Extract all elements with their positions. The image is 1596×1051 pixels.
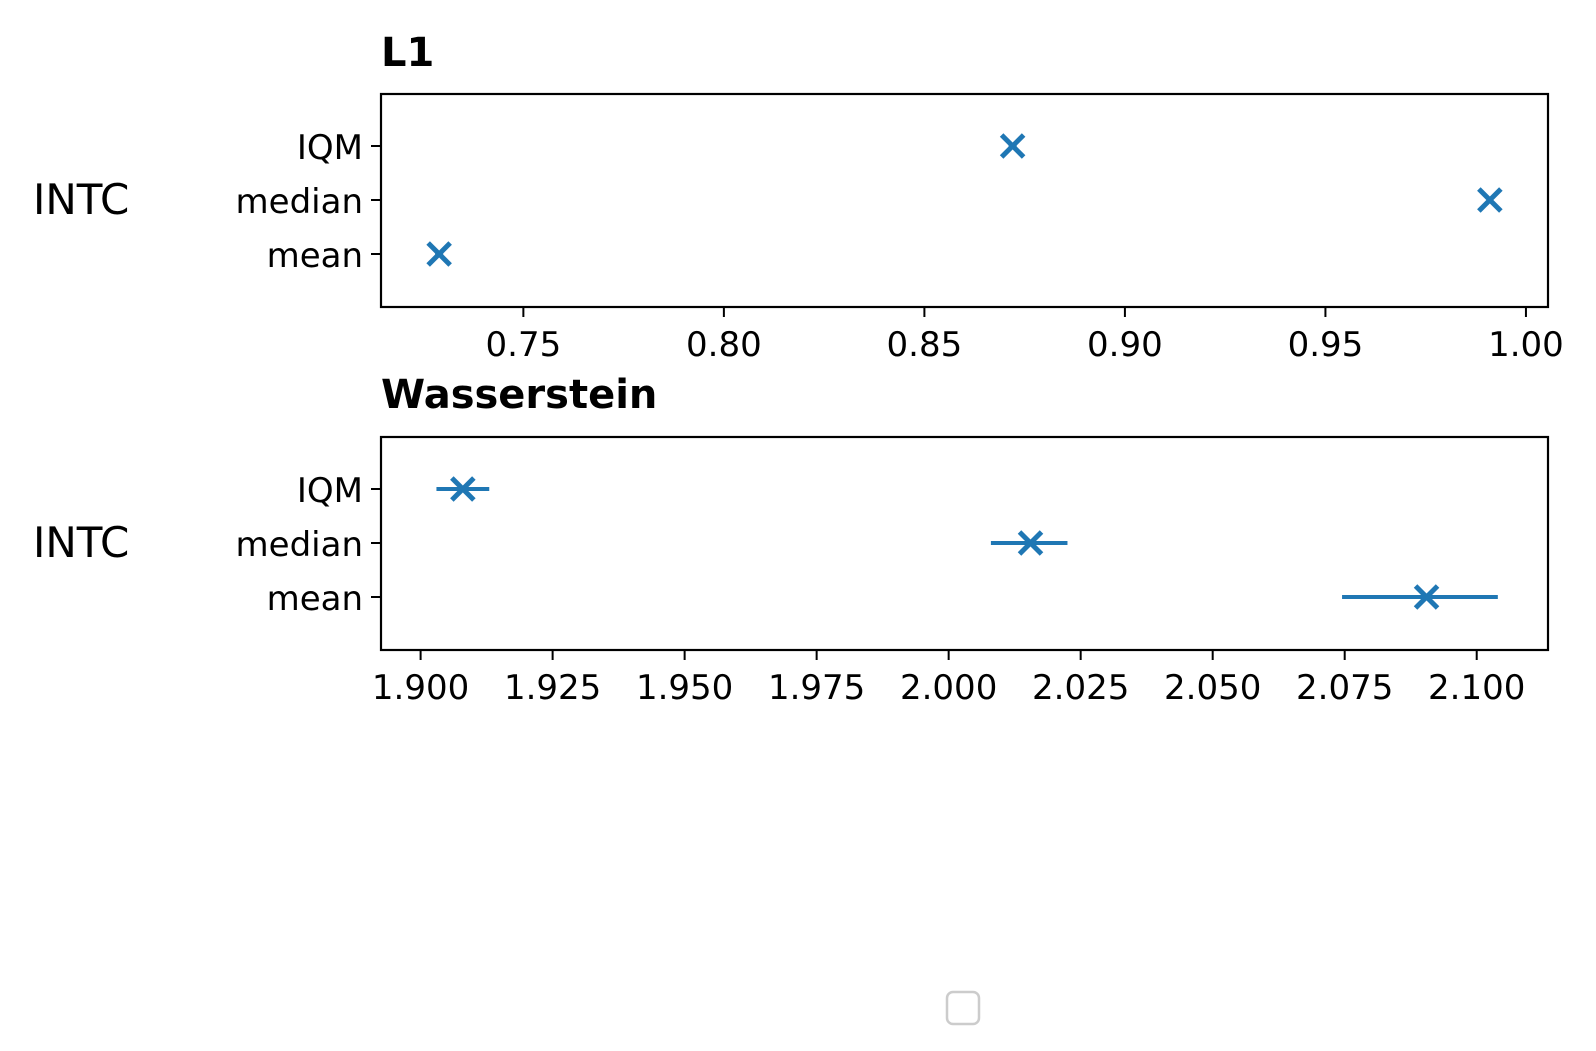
x-tick-label: 0.95: [1288, 325, 1364, 365]
x-tick-label: 0.80: [686, 325, 762, 365]
y-tick-label: median: [236, 525, 363, 565]
x-tick-label: 2.075: [1296, 668, 1393, 708]
data-point-marker: [450, 476, 476, 502]
empty-legend-box: [945, 990, 981, 1026]
chart-title: Wasserstein: [381, 372, 657, 418]
y-tick-label: mean: [267, 236, 363, 276]
axes-frame: [379, 92, 1550, 309]
x-tick-label: 2.100: [1428, 668, 1525, 708]
x-tick-label: 0.90: [1087, 325, 1163, 365]
y-group-label: INTC: [33, 175, 129, 224]
x-tick-label: 2.025: [1032, 668, 1129, 708]
x-tick-label: 2.000: [900, 668, 997, 708]
x-tick-label: 1.975: [768, 668, 865, 708]
x-tick-label: 1.950: [636, 668, 733, 708]
data-point-marker: [1477, 187, 1503, 213]
y-tick-label: median: [236, 182, 363, 222]
x-tick-label: 0.75: [486, 325, 562, 365]
data-point-marker: [426, 241, 452, 267]
data-point-marker: [1017, 530, 1044, 556]
x-tick-label: 1.925: [504, 668, 601, 708]
x-tick-label: 2.050: [1164, 668, 1261, 708]
panel-l1: L1 INTC IQM median mean 0.75 0.80 0.85 0.90 0.95 1…: [33, 30, 1564, 365]
chart-title: L1: [381, 30, 434, 76]
x-tick-label: 0.85: [887, 325, 963, 365]
x-tick-label: 1.900: [372, 668, 469, 708]
y-tick-label: IQM: [297, 128, 363, 168]
y-tick-label: mean: [267, 579, 363, 619]
y-tick-label: IQM: [297, 471, 363, 511]
y-group-label: INTC: [33, 518, 129, 567]
axes-frame: [379, 435, 1550, 652]
panel-wasserstein: Wasserstein INTC IQM median mean 1.900 1.925 1.…: [33, 372, 1550, 708]
data-point-marker: [999, 133, 1026, 159]
x-tick-label: 1.00: [1488, 325, 1564, 365]
data-point-marker: [1413, 584, 1440, 610]
